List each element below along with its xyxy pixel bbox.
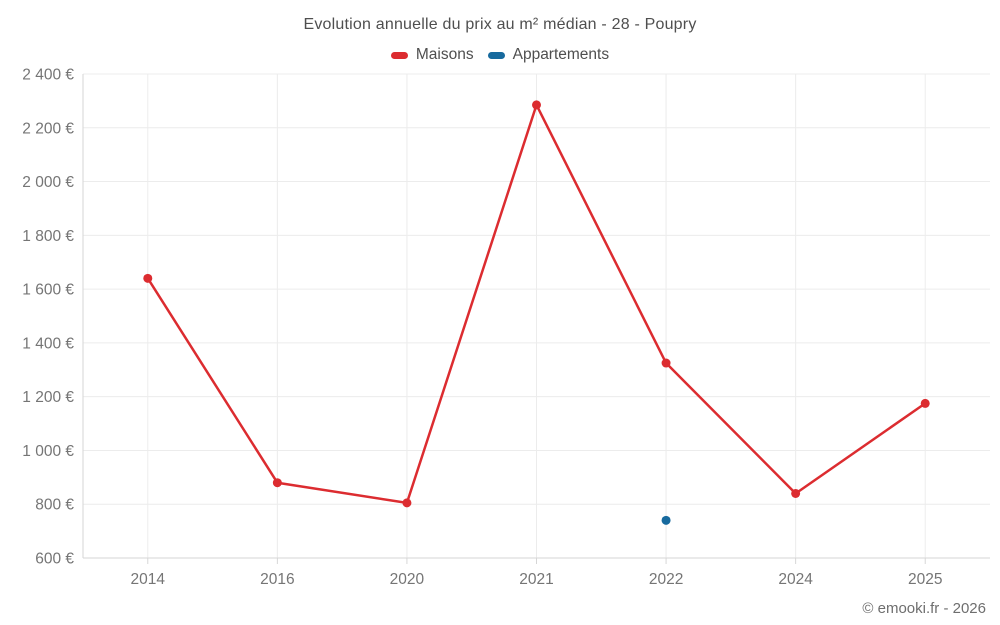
y-axis-tick-label: 1 800 € — [22, 228, 74, 245]
data-point-appartements[interactable] — [661, 515, 671, 525]
chart-title: Evolution annuelle du prix au m² médian … — [303, 16, 697, 33]
x-axis-tick-label: 2021 — [519, 571, 553, 588]
x-axis-tick-label: 2022 — [649, 571, 683, 588]
data-point-maisons[interactable] — [920, 398, 930, 408]
x-axis-tick-label: 2016 — [260, 571, 294, 588]
y-axis-tick-label: 1 000 € — [22, 443, 74, 460]
legend-label-appartements: Appartements — [512, 46, 610, 63]
legend-item-maisons[interactable]: Maisons — [390, 46, 474, 64]
legend-item-appartements[interactable]: Appartements — [487, 46, 610, 64]
copyright-text: © emooki.fr - 2026 — [862, 600, 986, 617]
y-axis-tick-label: 2 200 € — [22, 120, 74, 137]
legend: Maisons Appartements — [0, 46, 1000, 64]
y-axis-tick-label: 2 400 € — [22, 67, 74, 84]
data-point-maisons[interactable] — [402, 498, 412, 508]
legend-swatch-appartements — [487, 51, 505, 59]
legend-label-maisons: Maisons — [415, 46, 474, 63]
y-axis-tick-label: 1 400 € — [22, 335, 74, 352]
x-axis-tick-label: 2025 — [908, 571, 942, 588]
y-axis-tick-label: 1 600 € — [22, 282, 74, 299]
y-axis-tick-label: 2 000 € — [22, 174, 74, 191]
data-point-maisons[interactable] — [272, 478, 282, 488]
data-point-maisons[interactable] — [143, 273, 153, 283]
x-axis-tick-label: 2014 — [131, 571, 166, 588]
legend-swatch-maisons — [390, 51, 408, 59]
x-axis-tick-label: 2024 — [778, 571, 813, 588]
y-axis-tick-label: 1 200 € — [22, 389, 74, 406]
y-axis-tick-label: 600 € — [35, 551, 74, 568]
data-point-maisons[interactable] — [661, 358, 671, 368]
y-axis-tick-label: 800 € — [35, 497, 74, 514]
data-point-maisons[interactable] — [791, 488, 801, 498]
x-axis-tick-label: 2020 — [390, 571, 425, 588]
data-point-maisons[interactable] — [532, 100, 541, 110]
